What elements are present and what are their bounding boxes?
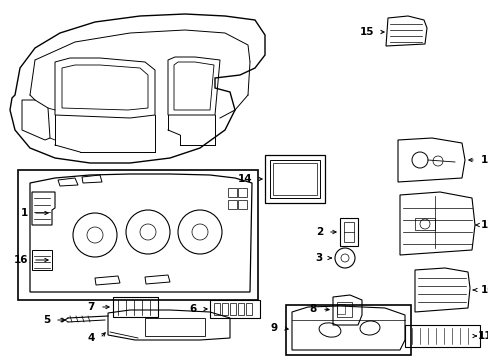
Text: 12: 12 xyxy=(480,220,488,230)
Bar xyxy=(264,155,325,203)
Text: 10: 10 xyxy=(480,285,488,295)
Text: 16: 16 xyxy=(14,255,28,265)
Bar xyxy=(113,297,158,317)
Bar xyxy=(222,303,227,315)
Text: 5: 5 xyxy=(42,315,50,325)
Text: 15: 15 xyxy=(359,27,373,37)
Bar xyxy=(229,303,236,315)
Bar xyxy=(238,303,244,315)
Text: 2: 2 xyxy=(315,227,323,237)
Text: 4: 4 xyxy=(87,333,95,343)
Bar xyxy=(285,305,410,355)
Text: 9: 9 xyxy=(270,323,278,333)
Bar xyxy=(336,304,345,314)
Bar xyxy=(414,218,434,230)
Bar xyxy=(214,303,220,315)
Bar xyxy=(339,218,357,246)
Text: 7: 7 xyxy=(87,302,95,312)
Bar xyxy=(209,300,260,318)
Text: 6: 6 xyxy=(189,304,197,314)
Bar xyxy=(343,222,353,242)
Bar xyxy=(336,302,351,317)
Text: 13: 13 xyxy=(480,155,488,165)
Bar xyxy=(145,318,204,336)
Text: 3: 3 xyxy=(315,253,323,263)
Bar xyxy=(227,200,237,209)
Bar xyxy=(245,303,251,315)
Bar xyxy=(18,170,258,300)
Text: 11: 11 xyxy=(477,331,488,341)
Bar xyxy=(269,160,319,198)
Bar xyxy=(272,163,316,195)
Bar xyxy=(238,200,246,209)
Bar xyxy=(238,188,246,197)
Text: 8: 8 xyxy=(309,304,316,314)
Bar xyxy=(404,325,479,347)
Bar xyxy=(227,188,237,197)
Text: 1: 1 xyxy=(20,208,28,218)
Text: 14: 14 xyxy=(237,174,251,184)
